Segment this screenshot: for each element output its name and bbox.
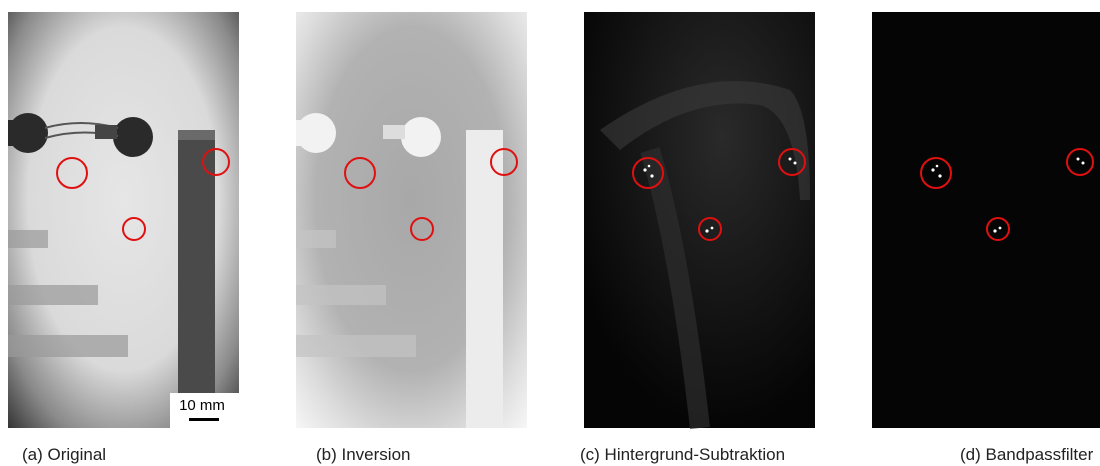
panel-bandpass [872, 12, 1100, 428]
caption: (d) Bandpassfilter [960, 445, 1094, 464]
figure: 10 mm (a) Original [0, 0, 1100, 466]
caption: (a) Original [22, 445, 106, 464]
scale-bar [189, 418, 219, 421]
caption: (b) Inversion [316, 445, 410, 464]
panel-background-subtraction [584, 12, 815, 428]
panel-original: 10 mm [8, 12, 239, 428]
scale-bar-label: 10 mm [179, 397, 225, 414]
caption: (c) Hintergrund-Subtraktion [580, 445, 785, 464]
panel-inversion [296, 12, 527, 428]
